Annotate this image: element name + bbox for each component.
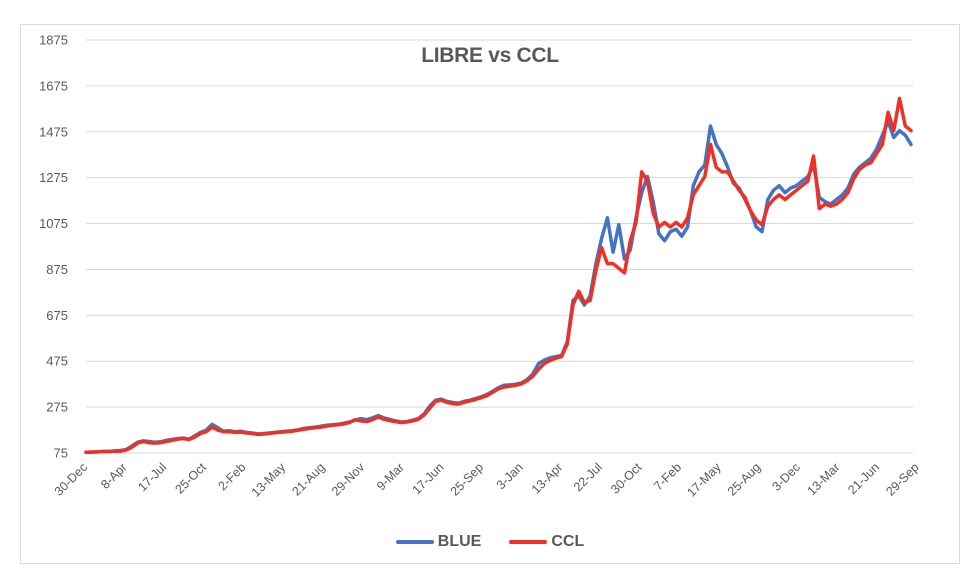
- y-tick-label: 675: [46, 308, 68, 323]
- y-tick-label: 875: [46, 262, 68, 277]
- x-tick-label: 17-Jun: [410, 460, 447, 497]
- chart-frame: [20, 24, 960, 564]
- legend-item-ccl[interactable]: CCL: [509, 533, 584, 551]
- x-tick-label: 17-May: [684, 460, 724, 500]
- x-tick-label: 22-Jul: [571, 460, 605, 494]
- legend-label-ccl: CCL: [551, 533, 585, 550]
- x-tick-label: 13-Apr: [529, 460, 565, 496]
- chart-legend: BLUE CCL: [0, 533, 980, 551]
- x-tick-label: 21-Jun: [845, 460, 882, 497]
- y-tick-label: 1875: [39, 33, 68, 48]
- x-axis-labels: 30-Dec 8-Apr 17-Jul 25-Oct 2-Feb 13-May 21-Aug…: [52, 460, 922, 500]
- y-tick-label: 475: [46, 354, 68, 369]
- series-line-blue: [84, 119, 913, 455]
- x-tick-label: 25-Aug: [725, 460, 763, 498]
- x-tick-label: 7-Feb: [651, 460, 684, 493]
- y-tick-label: 1075: [39, 216, 68, 231]
- data-series: [84, 96, 913, 455]
- x-tick-label: 25-Sep: [448, 460, 486, 498]
- y-tick-label: 275: [46, 400, 68, 415]
- x-tick-label: 21-Aug: [289, 460, 327, 498]
- gridlines: [86, 39, 913, 454]
- x-tick-label: 17-Jul: [135, 460, 169, 494]
- x-tick-label: 13-May: [249, 460, 289, 500]
- x-tick-label: 8-Apr: [98, 460, 130, 492]
- series-line-ccl: [84, 96, 913, 455]
- x-tick-label: 25-Oct: [172, 460, 209, 497]
- x-tick-label: 3-Jan: [494, 460, 526, 492]
- x-tick-label: 3-Dec: [769, 460, 802, 493]
- y-tick-label: 1275: [39, 170, 68, 185]
- chart-title: LIBRE vs CCL: [421, 44, 559, 67]
- x-tick-label: 9-Mar: [374, 460, 407, 493]
- legend-swatch-blue: [395, 540, 434, 544]
- x-tick-label: 29-Nov: [329, 460, 368, 499]
- legend-label-blue: BLUE: [437, 533, 482, 550]
- x-tick-label: 2-Feb: [216, 460, 249, 493]
- x-tick-label: 30-Oct: [608, 460, 645, 497]
- legend-swatch-ccl: [509, 540, 548, 544]
- y-tick-label: 75: [54, 446, 68, 461]
- x-tick-label: 13-Mar: [805, 460, 843, 498]
- legend-item-blue[interactable]: BLUE: [395, 533, 482, 551]
- y-tick-label: 1675: [39, 78, 68, 93]
- y-axis-labels: 75 275 475 675 875 1075 1275 1475 1675 1875: [39, 33, 68, 461]
- y-tick-label: 1475: [39, 124, 68, 139]
- x-tick-label: 29-Sep: [883, 460, 921, 498]
- x-tick-label: 30-Dec: [52, 460, 90, 498]
